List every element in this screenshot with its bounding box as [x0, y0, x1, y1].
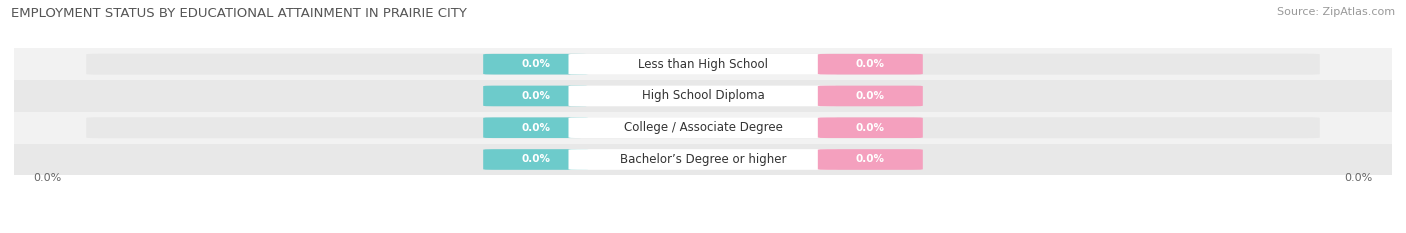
FancyBboxPatch shape	[818, 149, 922, 170]
FancyBboxPatch shape	[86, 149, 1320, 170]
Text: 0.0%: 0.0%	[522, 154, 550, 164]
FancyBboxPatch shape	[484, 54, 588, 75]
FancyBboxPatch shape	[818, 86, 922, 106]
Text: EMPLOYMENT STATUS BY EDUCATIONAL ATTAINMENT IN PRAIRIE CITY: EMPLOYMENT STATUS BY EDUCATIONAL ATTAINM…	[11, 7, 467, 20]
FancyBboxPatch shape	[568, 117, 838, 138]
Text: Bachelor’s Degree or higher: Bachelor’s Degree or higher	[620, 153, 786, 166]
Text: Less than High School: Less than High School	[638, 58, 768, 71]
FancyBboxPatch shape	[818, 54, 922, 75]
FancyBboxPatch shape	[484, 117, 588, 138]
Bar	[14, 144, 1392, 175]
Bar	[14, 48, 1392, 80]
FancyBboxPatch shape	[484, 149, 588, 170]
Text: 0.0%: 0.0%	[856, 91, 884, 101]
FancyBboxPatch shape	[86, 117, 1320, 138]
FancyBboxPatch shape	[568, 149, 838, 170]
FancyBboxPatch shape	[568, 86, 838, 106]
Text: 0.0%: 0.0%	[856, 154, 884, 164]
FancyBboxPatch shape	[568, 54, 838, 75]
Text: 0.0%: 0.0%	[1344, 173, 1372, 183]
Text: 0.0%: 0.0%	[522, 59, 550, 69]
FancyBboxPatch shape	[484, 86, 588, 106]
Text: Source: ZipAtlas.com: Source: ZipAtlas.com	[1277, 7, 1395, 17]
Bar	[14, 112, 1392, 144]
Text: 0.0%: 0.0%	[522, 91, 550, 101]
Text: High School Diploma: High School Diploma	[641, 89, 765, 103]
FancyBboxPatch shape	[818, 117, 922, 138]
FancyBboxPatch shape	[86, 86, 1320, 106]
Text: 0.0%: 0.0%	[34, 173, 62, 183]
Text: College / Associate Degree: College / Associate Degree	[624, 121, 782, 134]
Text: 0.0%: 0.0%	[522, 123, 550, 133]
Text: 0.0%: 0.0%	[856, 123, 884, 133]
Text: 0.0%: 0.0%	[856, 59, 884, 69]
Bar	[14, 80, 1392, 112]
FancyBboxPatch shape	[86, 54, 1320, 75]
